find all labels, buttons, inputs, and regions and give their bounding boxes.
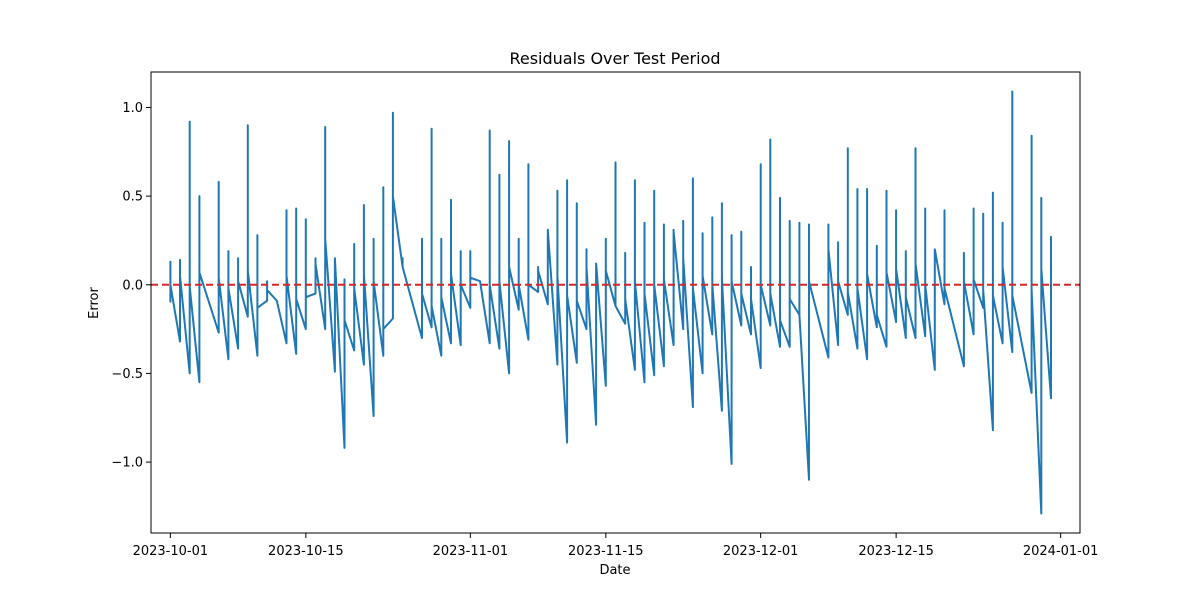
y-tick-label: −0.5 xyxy=(111,367,143,382)
x-axis-label: Date xyxy=(599,563,630,578)
y-axis-label: Error xyxy=(87,287,102,319)
x-tick-label: 2024-01-01 xyxy=(1023,544,1099,559)
x-tick-label: 2023-12-15 xyxy=(858,544,934,559)
y-tick-label: 1.0 xyxy=(122,101,143,116)
x-tick-label: 2023-10-01 xyxy=(133,544,209,559)
y-tick-label: 0.0 xyxy=(122,278,143,293)
x-axis-ticks: 2023-10-01 2023-10-15 2023-11-01 2023-11-15… xyxy=(133,533,1099,559)
y-tick-label: −1.0 xyxy=(111,456,143,471)
y-tick-label: 0.5 xyxy=(122,190,143,205)
plot-frame xyxy=(150,71,1081,534)
x-tick-label: 2023-10-15 xyxy=(268,544,344,559)
x-tick-label: 2023-11-15 xyxy=(568,544,644,559)
x-tick-label: 2023-12-01 xyxy=(723,544,799,559)
x-tick-label: 2023-11-01 xyxy=(433,544,509,559)
residual-series-line-0 xyxy=(169,90,1052,515)
y-axis-ticks: −1.0 −0.5 0.0 0.5 1.0 xyxy=(111,101,151,471)
plot-series xyxy=(169,90,1052,515)
chart-title: Residuals Over Test Period xyxy=(509,49,720,68)
